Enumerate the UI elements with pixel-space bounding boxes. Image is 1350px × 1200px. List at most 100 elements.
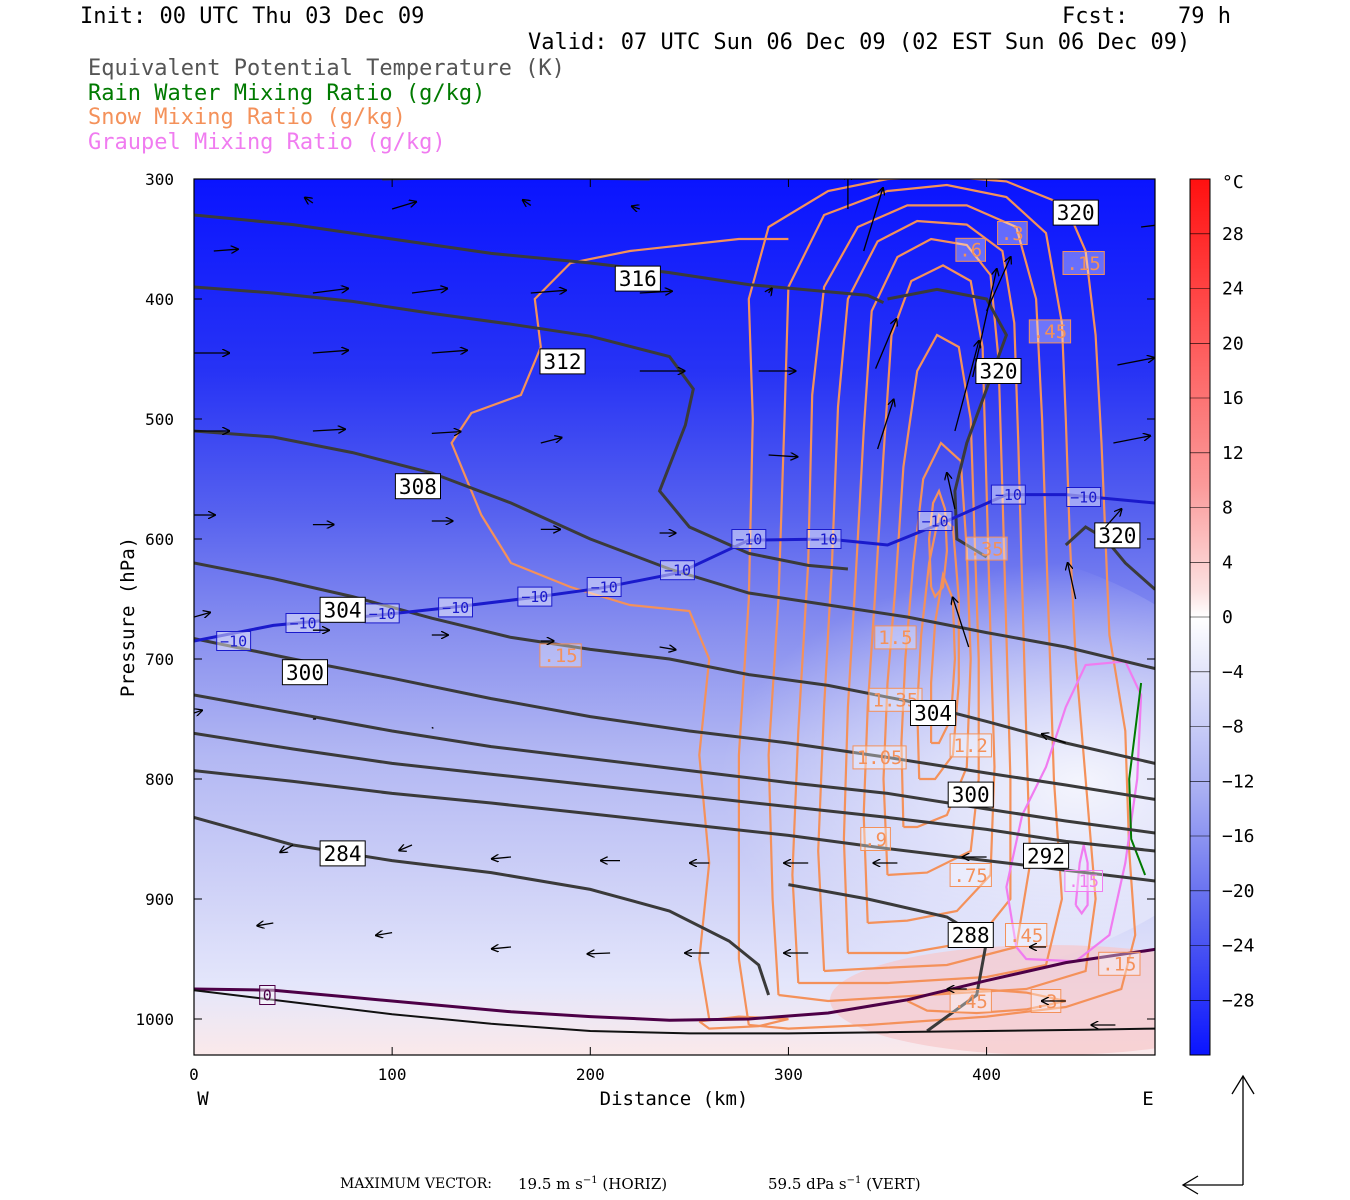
valid-time: Valid: 07 UTC Sun 06 Dec 09 (02 EST Sun …	[528, 30, 1191, 55]
colorbar-tick-label: 20	[1222, 333, 1244, 354]
y-axis-title: Pressure (hPa)	[117, 537, 139, 697]
svg-text:.3: .3	[1035, 991, 1058, 1013]
ground-line	[194, 989, 1155, 1035]
theta-e-contour	[194, 561, 1155, 765]
snow-label: .9	[860, 827, 891, 851]
forecast-hour: 79 h	[1178, 4, 1231, 29]
x-axis-title: Distance (km)	[600, 1088, 749, 1110]
svg-text:312: 312	[544, 350, 582, 374]
svg-text:0: 0	[263, 986, 272, 1004]
snow-label: 1.35	[868, 687, 923, 712]
theta-e-label: 320	[1052, 199, 1099, 226]
svg-text:.35: .35	[969, 538, 1003, 560]
svg-text:1.05: 1.05	[857, 747, 903, 769]
svg-text:.15: .15	[1102, 954, 1136, 976]
max-vector-key-arrows	[1181, 1074, 1255, 1195]
wind-vector	[659, 647, 676, 650]
snow-label: 1.5	[874, 625, 917, 650]
wind-vector	[194, 613, 210, 618]
x-tick-label: 400	[972, 1065, 1001, 1084]
wind-vector	[530, 290, 566, 293]
isotherm-label: −10	[216, 631, 252, 651]
graupel-contour	[1074, 844, 1089, 916]
snow-contour	[450, 237, 789, 1020]
graupel-label: .15	[1064, 870, 1104, 892]
colorbar-tick-label: 0	[1222, 607, 1233, 628]
svg-text:−10: −10	[220, 632, 247, 650]
snow-contour	[842, 237, 1012, 955]
svg-text:−10: −10	[289, 614, 316, 632]
isotherm-label: 0	[259, 985, 276, 1005]
colorbar-tick-label: −20	[1222, 881, 1255, 902]
colorbar-tick-label: −24	[1222, 936, 1255, 957]
svg-text:288: 288	[952, 924, 990, 948]
wind-vector	[213, 249, 238, 251]
horiz-unit: (HORIZ)	[602, 1175, 668, 1193]
theta-e-label: 312	[539, 348, 586, 375]
wind-vector	[947, 473, 956, 510]
wind-vector	[1113, 436, 1150, 444]
x-tick-label: 300	[774, 1065, 803, 1084]
wind-vector	[257, 923, 274, 926]
isotherm-label: −10	[285, 613, 321, 633]
warm-core-shading	[540, 540, 1155, 980]
vert-unit: (VERT)	[866, 1175, 921, 1193]
snow-contour	[698, 1015, 789, 1030]
wind-vector	[431, 726, 434, 729]
svg-text:.45: .45	[1033, 321, 1067, 343]
theta-e-label: 304	[910, 700, 957, 726]
svg-text:292: 292	[1027, 844, 1065, 868]
wind-vector	[972, 269, 997, 378]
snow-label: .45	[1028, 319, 1072, 344]
wind-vector	[399, 845, 413, 850]
wind-vector	[431, 432, 461, 434]
svg-text:1.5: 1.5	[878, 627, 912, 649]
svg-text:320: 320	[1057, 201, 1095, 225]
forecast-label: Fcst:	[1062, 4, 1129, 29]
svg-text:−10: −10	[922, 512, 949, 530]
plot-frame	[193, 178, 1156, 1056]
field-snow: Snow Mixing Ratio (g/kg)	[88, 105, 406, 130]
theta-e-label: 316	[614, 265, 661, 292]
snow-label: .15	[1062, 251, 1105, 275]
surface-warm-shading	[830, 945, 1155, 1055]
vert-value: 59.5 dPa s	[768, 1175, 847, 1193]
theta-e-contour	[194, 429, 1155, 671]
horiz-exponent: −1	[582, 1175, 598, 1186]
theta-e-label: 300	[947, 781, 994, 808]
isotherm-label: −10	[586, 577, 622, 597]
isotherm-label: −10	[806, 529, 842, 549]
graupel-contour	[1005, 660, 1143, 963]
y-tick-label: 600	[145, 530, 174, 549]
horiz-value: 19.5 m s	[518, 1175, 583, 1193]
isotherm-label: −10	[731, 529, 767, 549]
theta-e-label: 292	[1023, 842, 1070, 869]
snow-contour	[916, 512, 960, 781]
vert-exponent: −1	[846, 1175, 862, 1186]
isotherm-label: −10	[1066, 487, 1102, 507]
wind-vector	[411, 289, 447, 294]
snow-label: .3	[997, 221, 1028, 245]
svg-text:−10: −10	[1070, 488, 1097, 506]
colorbar-tick-label: 12	[1222, 443, 1244, 464]
svg-text:284: 284	[324, 842, 362, 866]
wind-vector	[1042, 734, 1067, 744]
y-tick-label: 400	[145, 290, 174, 309]
max-vector-vertical: 59.5 dPa s−1 (VERT)	[768, 1175, 921, 1193]
wind-vector	[769, 289, 772, 294]
colorbar-tick-label: 8	[1222, 498, 1233, 519]
wind-vector	[876, 400, 894, 450]
y-tick-label: 700	[145, 650, 174, 669]
field-theta-e: Equivalent Potential Temperature (K)	[88, 56, 565, 81]
svg-text:−10: −10	[811, 530, 838, 548]
svg-text:.3: .3	[1001, 223, 1024, 245]
snow-contour	[767, 183, 1097, 1003]
svg-text:320: 320	[1098, 524, 1136, 548]
wind-vector	[492, 947, 512, 949]
snow-label: .15	[1098, 951, 1141, 976]
snow-label: .35	[965, 536, 1008, 561]
colorbar-tick-label: 16	[1222, 388, 1244, 409]
wind-vector	[953, 598, 970, 648]
colorbar-tick-label: 24	[1222, 279, 1244, 300]
